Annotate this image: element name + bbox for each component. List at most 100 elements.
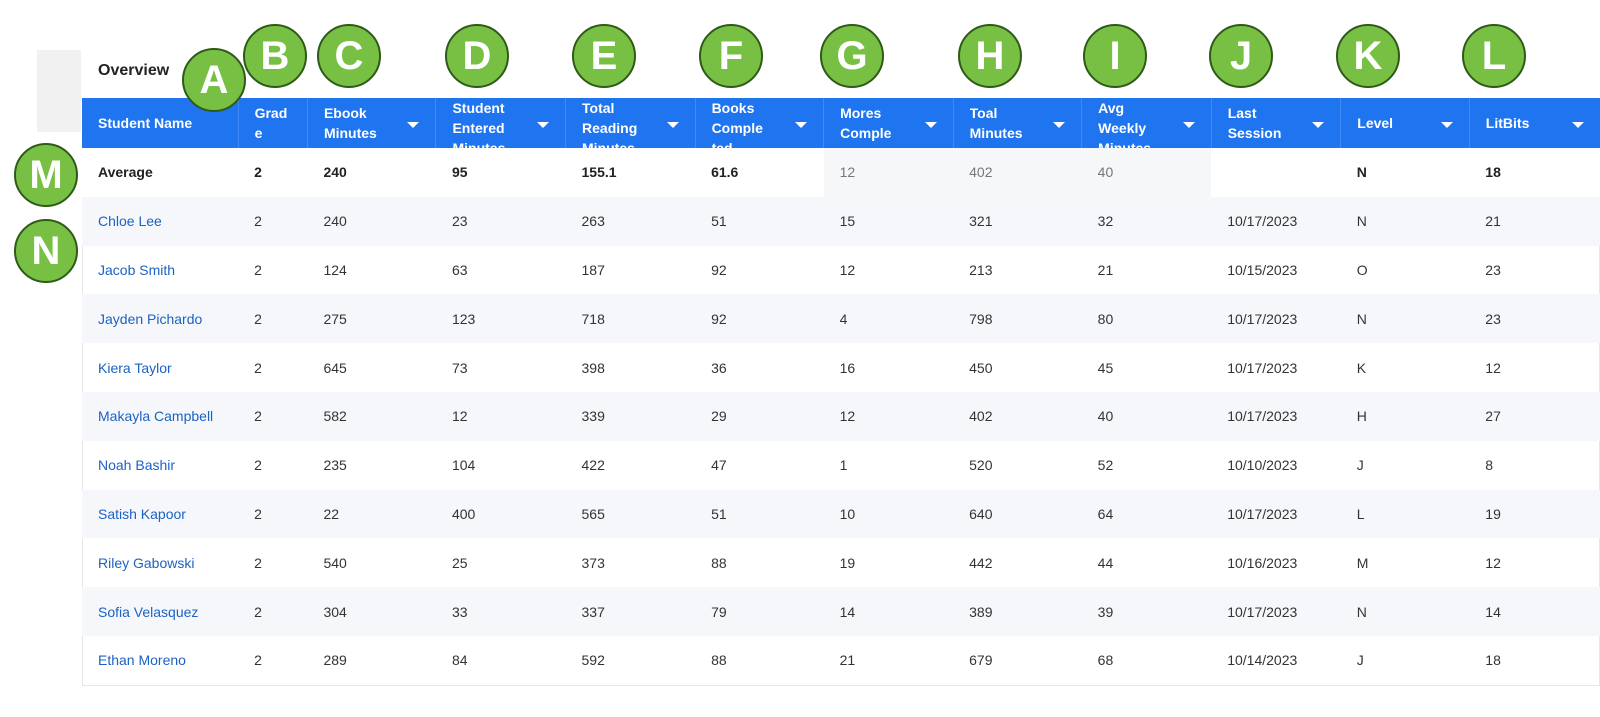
table-cell: 10/17/2023 xyxy=(1211,196,1341,246)
table-cell: 1 xyxy=(839,457,848,474)
column-header-3[interactable]: Student Entered Minutes xyxy=(435,98,566,148)
table-cell: 442 xyxy=(969,554,993,571)
annotation-badge-e: E xyxy=(572,24,636,88)
table-cell: 21 xyxy=(839,652,856,669)
column-header-7[interactable]: Toal Minutes xyxy=(952,98,1082,148)
student-name-link[interactable]: Ethan Moreno xyxy=(98,652,186,669)
table-cell: 640 xyxy=(953,489,1082,539)
column-header-11[interactable]: LitBits xyxy=(1468,98,1600,148)
table-cell: O xyxy=(1356,261,1368,278)
table-cell: 16 xyxy=(839,359,856,376)
column-header-9[interactable]: Last Session xyxy=(1210,98,1341,148)
table-cell: K xyxy=(1356,359,1367,376)
column-header-label: Toal Minutes xyxy=(969,105,1023,141)
sort-caret-icon[interactable] xyxy=(1053,122,1066,128)
student-name-link[interactable]: Kiera Taylor xyxy=(98,359,172,376)
table-cell: 8 xyxy=(1485,457,1494,474)
table-cell: 18 xyxy=(1469,148,1600,197)
table-cell: 798 xyxy=(953,294,1082,344)
table-cell: 21 xyxy=(1469,196,1600,246)
table-cell: 64 xyxy=(1081,489,1212,539)
table-cell: 92 xyxy=(695,294,824,344)
column-header-label: Mores Comple xyxy=(840,105,892,141)
table-cell: 10/14/2023 xyxy=(1227,652,1298,669)
student-name-link[interactable]: Sofia Velasquez xyxy=(98,603,199,620)
column-header-10[interactable]: Level xyxy=(1340,98,1470,148)
sort-caret-icon[interactable] xyxy=(666,122,679,128)
table-cell: 92 xyxy=(711,261,727,278)
column-header-4[interactable]: Total Reading Minutes xyxy=(565,98,696,148)
table-cell: J xyxy=(1356,652,1364,669)
sort-caret-icon[interactable] xyxy=(1440,122,1453,128)
sort-caret-icon[interactable] xyxy=(795,122,808,128)
table-cell: 45 xyxy=(1097,359,1114,376)
sort-caret-icon[interactable] xyxy=(537,122,550,128)
student-name-link[interactable]: Jacob Smith xyxy=(98,261,176,278)
sort-caret-icon[interactable] xyxy=(1572,122,1584,128)
table-cell: 22 xyxy=(307,489,436,539)
table-cell: 29 xyxy=(695,391,824,441)
column-header-6[interactable]: Mores Comple xyxy=(823,98,954,148)
table-cell: 679 xyxy=(969,652,993,669)
table-cell: 23 xyxy=(1469,294,1600,344)
student-name-link[interactable]: Noah Bashir xyxy=(98,457,176,474)
sort-caret-icon[interactable] xyxy=(924,122,937,128)
table-cell: 2 xyxy=(254,554,262,571)
table-row: Makayla Campbell 2 582 12 339 29 12 402 40 10/17/… xyxy=(82,391,1600,441)
table-cell: 23 xyxy=(1485,261,1501,278)
overview-title: Overview xyxy=(98,62,170,79)
student-name-link[interactable]: Riley Gabowski xyxy=(98,554,195,571)
annotation-badge-j: J xyxy=(1209,24,1273,88)
table-cell: 12 xyxy=(435,391,566,441)
table-cell: 51 xyxy=(695,489,824,539)
student-name-link[interactable]: Makayla Campbell xyxy=(98,408,214,425)
table-cell: Riley Gabowski xyxy=(82,538,238,587)
table-cell: 88 xyxy=(711,554,727,571)
table-cell: 389 xyxy=(953,587,1082,636)
average-row: Average 2 240 95 155.1 61.6 12 402 40 N 18 xyxy=(82,148,1600,197)
table-cell: 10/10/2023 xyxy=(1227,457,1298,474)
table-cell: 40 xyxy=(1081,148,1212,197)
column-header-5[interactable]: Books Comple ted xyxy=(694,98,824,148)
student-name-link[interactable]: Satish Kapoor xyxy=(98,505,186,522)
table-cell: 187 xyxy=(581,261,605,278)
table-cell: 400 xyxy=(435,489,566,539)
column-header-8[interactable]: Avg Weekly Minutes xyxy=(1081,98,1212,148)
column-header-1: Grad e xyxy=(237,98,308,148)
table-cell: 23 xyxy=(435,196,566,246)
sort-caret-icon[interactable] xyxy=(407,122,420,128)
annotation-badge-h: H xyxy=(958,24,1022,88)
annotation-badge-n: N xyxy=(14,219,78,283)
table-cell: 12 xyxy=(1485,359,1501,376)
table-cell: 36 xyxy=(711,359,727,376)
sort-caret-icon[interactable] xyxy=(1312,122,1325,128)
table-cell: 2 xyxy=(238,391,308,441)
column-header-2[interactable]: Ebook Minutes xyxy=(306,98,436,148)
table-cell: 592 xyxy=(581,652,605,669)
table-cell: 155.1 xyxy=(565,148,696,197)
table-cell: 2 xyxy=(254,261,262,278)
column-header-label: Total Reading Minutes xyxy=(582,100,638,148)
table-cell: 10/17/2023 xyxy=(1211,294,1341,344)
table-cell: 2 xyxy=(254,457,262,474)
table-cell: 10 xyxy=(823,489,954,539)
table-cell: 12 xyxy=(823,391,954,441)
annotation-badge-d: D xyxy=(445,24,509,88)
table-cell: 80 xyxy=(1081,294,1212,344)
annotation-badge-g: G xyxy=(820,24,884,88)
table-cell: 14 xyxy=(823,587,954,636)
table-cell: 32 xyxy=(1081,196,1212,246)
table-cell: 33 xyxy=(435,587,566,636)
student-name-link[interactable]: Jayden Pichardo xyxy=(98,310,203,327)
table-row: Ethan Moreno 2 289 84 592 88 21 679 68 10/14/2023… xyxy=(82,636,1600,685)
table-cell: N xyxy=(1340,587,1470,636)
student-name-link[interactable]: Chloe Lee xyxy=(98,213,162,230)
table-cell: Kiera Taylor xyxy=(82,343,238,392)
table-cell: 240 xyxy=(307,148,436,197)
table-cell: 337 xyxy=(565,587,696,636)
sort-caret-icon[interactable] xyxy=(1182,122,1195,128)
annotation-badge-f: F xyxy=(699,24,763,88)
table-cell: 88 xyxy=(711,652,727,669)
table-cell: N xyxy=(1340,196,1470,246)
table-body: Average 2 240 95 155.1 61.6 12 402 40 N 18 Chloe Le… xyxy=(82,148,1600,685)
